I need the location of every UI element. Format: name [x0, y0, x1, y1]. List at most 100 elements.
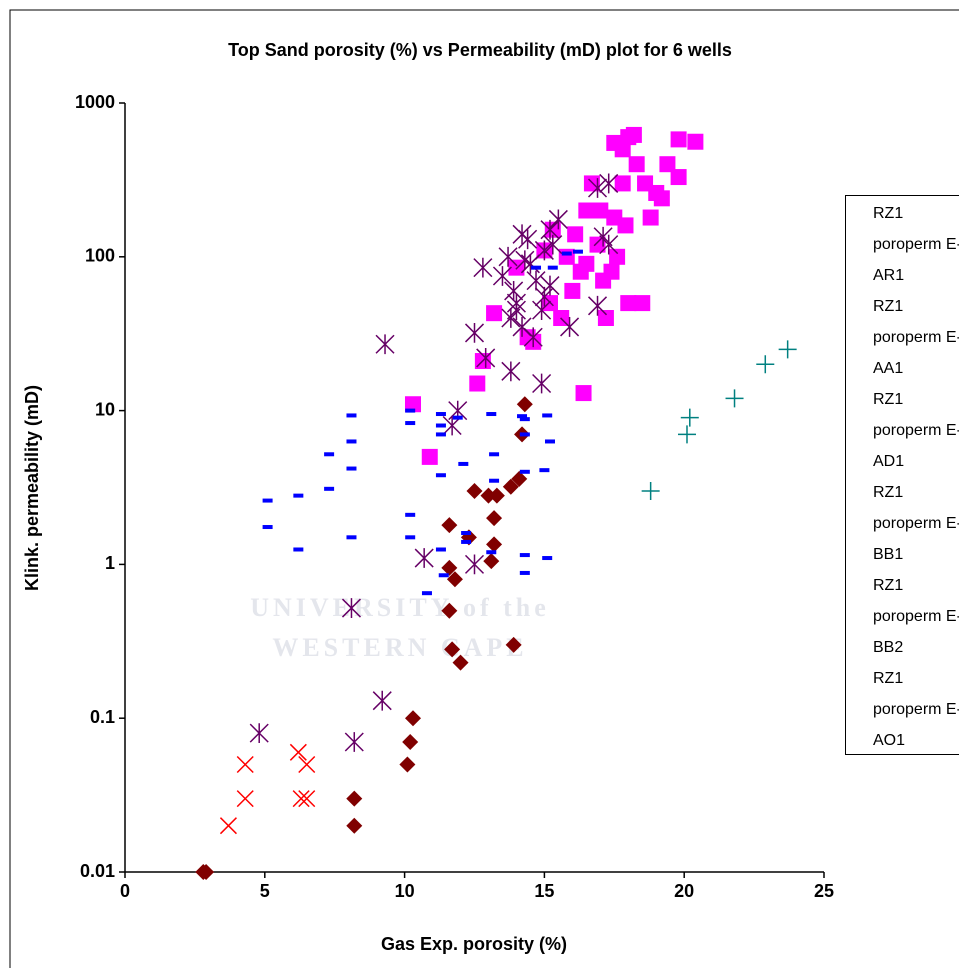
data-point — [452, 654, 469, 671]
x-tick-label: 25 — [814, 881, 834, 901]
data-point — [262, 525, 273, 530]
data-point — [544, 221, 561, 238]
legend-label: RZ1 poroperm E-AO1 — [873, 670, 959, 749]
data-point — [289, 743, 307, 761]
data-point — [593, 226, 613, 247]
data-point — [236, 790, 254, 808]
legend-label: RZ1 poroperm E-BB1 — [873, 484, 959, 563]
data-point — [404, 710, 421, 727]
data-point — [587, 295, 608, 316]
data-point — [578, 255, 595, 272]
data-point — [344, 732, 364, 752]
x-axis-label: Gas Exp. porosity (%) — [381, 934, 567, 954]
data-point — [519, 553, 530, 558]
watermark: WESTERN CAPE — [272, 633, 527, 662]
data-point — [670, 131, 687, 148]
data-point — [489, 452, 500, 457]
data-point — [446, 571, 463, 588]
data-point — [620, 295, 637, 312]
data-point — [486, 536, 503, 553]
data-point — [659, 156, 676, 173]
data-point — [567, 226, 584, 243]
data-point — [592, 202, 609, 219]
data-point — [469, 375, 486, 392]
data-point — [402, 734, 419, 751]
data-point — [502, 478, 519, 495]
data-point — [519, 570, 530, 575]
y-tick-label: 0.01 — [80, 861, 115, 881]
y-tick-label: 1000 — [75, 92, 115, 112]
data-point — [523, 327, 543, 348]
data-point — [461, 531, 472, 536]
data-point — [372, 690, 392, 711]
data-point — [346, 790, 363, 807]
data-point — [483, 553, 500, 570]
data-point — [560, 317, 580, 337]
data-point — [486, 510, 503, 527]
y-tick-label: 100 — [85, 246, 115, 266]
y-tick-label: 1 — [105, 553, 115, 573]
x-tick-label: 20 — [674, 881, 694, 901]
data-point — [609, 248, 626, 265]
data-point — [441, 559, 458, 576]
data-point — [198, 864, 215, 880]
legend: RZ1 poroperm E-AR1 RZ1 poroperm E-AA1 RZ1 … — [845, 195, 959, 755]
data-point — [346, 535, 357, 540]
data-point — [405, 421, 416, 426]
data-point — [589, 236, 606, 253]
data-point — [486, 412, 497, 417]
data-point — [498, 246, 518, 267]
data-point — [603, 263, 620, 280]
data-point — [435, 423, 446, 428]
y-tick-label: 0.1 — [90, 707, 115, 727]
data-point — [492, 266, 512, 286]
data-point — [346, 466, 357, 471]
x-tick-label: 15 — [534, 881, 554, 901]
data-point — [405, 408, 416, 413]
data-point — [561, 251, 572, 256]
data-point — [511, 470, 528, 487]
data-point — [444, 641, 461, 658]
data-point — [634, 295, 651, 312]
data-point — [756, 355, 775, 374]
data-point — [324, 486, 335, 491]
data-point — [341, 598, 362, 618]
x-tick-label: 0 — [120, 881, 130, 901]
watermark: UNIVERSITY of the — [250, 593, 550, 622]
data-point — [480, 487, 497, 504]
frame — [9, 9, 959, 968]
data-point — [548, 209, 568, 230]
data-point — [518, 229, 538, 250]
data-point — [375, 334, 395, 355]
data-point — [532, 300, 552, 321]
legend-label: RZ1 poroperm E-AA1 — [873, 298, 959, 377]
data-point — [637, 175, 654, 192]
data-point — [539, 468, 550, 473]
data-point — [438, 573, 449, 578]
data-point — [519, 417, 530, 422]
data-point — [293, 547, 304, 552]
data-point — [346, 413, 357, 418]
data-point — [575, 385, 592, 402]
data-point — [399, 756, 416, 773]
legend-label: RZ1 poroperm E-AD1 — [873, 391, 959, 470]
data-point — [617, 217, 634, 234]
chart-title: Top Sand porosity (%) vs Permeability (m… — [228, 40, 732, 60]
data-point — [506, 300, 526, 321]
data-point — [517, 414, 528, 419]
data-point — [473, 257, 493, 278]
data-point — [519, 432, 530, 437]
data-point — [578, 202, 595, 219]
data-point — [597, 310, 614, 327]
legend-label: RZ1 poroperm E-AR1 — [873, 205, 959, 284]
data-point — [441, 602, 458, 619]
data-point — [466, 483, 483, 500]
legend-label: RZ1 poroperm E-BB2 — [873, 577, 959, 656]
data-point — [486, 550, 497, 555]
data-point — [542, 413, 553, 418]
data-point — [628, 156, 645, 173]
data-point — [404, 396, 421, 413]
data-point — [670, 169, 687, 186]
